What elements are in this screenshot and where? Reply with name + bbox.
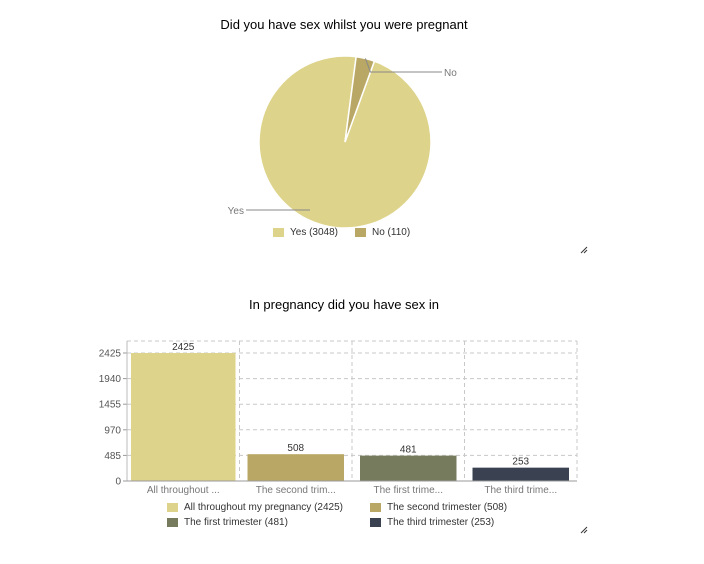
pie-legend-yes[interactable]: Yes (3048) — [273, 227, 338, 238]
bar-category-label: The second trim... — [256, 485, 336, 496]
bar-ytick-label: 970 — [104, 425, 121, 436]
pie-legend-no-label: No (110) — [372, 227, 411, 238]
bar-legend-third-swatch — [370, 518, 381, 527]
pie-slice-label-yes: Yes — [228, 206, 244, 217]
pie-callout-no — [364, 58, 442, 73]
pie-resize-handle-icon[interactable] — [580, 241, 588, 254]
bar-legend-second-label: The second trimester (508) — [387, 502, 508, 513]
bar-ytick-label: 1940 — [99, 374, 122, 385]
bar-legend-third-label: The third trimester (253) — [387, 517, 495, 528]
bar-resize-handle-icon[interactable] — [580, 521, 588, 534]
bar-legend-first-label: The first trimester (481) — [184, 517, 288, 528]
pie-legend-yes-label: Yes (3048) — [290, 227, 338, 238]
bar-legend-first[interactable]: The first trimester (481) — [167, 517, 288, 528]
bar-ytick-label: 485 — [104, 451, 121, 462]
pie-legend-no-swatch — [355, 228, 366, 237]
bar-ytick-label: 1455 — [99, 400, 122, 411]
bar-category-label: The first trime... — [374, 485, 443, 496]
bar-3 — [360, 455, 457, 481]
bar-legend-all-label: All throughout my pregnancy (2425) — [184, 502, 343, 513]
bar-legend-third[interactable]: The third trimester (253) — [370, 517, 494, 528]
bar-4 — [472, 467, 569, 481]
bar-category-label: All throughout ... — [147, 485, 220, 496]
bar-legend-all-swatch — [167, 503, 178, 512]
bar-ytick-label: 2425 — [99, 349, 122, 360]
bar-value-label: 253 — [512, 457, 529, 468]
bar-legend-first-swatch — [167, 518, 178, 527]
pie-legend-yes-swatch — [273, 228, 284, 237]
bar-legend-second-swatch — [370, 503, 381, 512]
pie-slice-label-no: No — [444, 68, 457, 79]
bar-2 — [247, 454, 344, 481]
pie-legend-no[interactable]: No (110) — [355, 227, 410, 238]
bar-category-label: The third trime... — [484, 485, 557, 496]
bar-1 — [131, 353, 236, 481]
bar-legend-second[interactable]: The second trimester (508) — [370, 502, 507, 513]
bar-legend-all[interactable]: All throughout my pregnancy (2425) — [167, 502, 343, 513]
bar-value-label: 481 — [400, 445, 417, 456]
pie-chart-title: Did you have sex whilst you were pregnan… — [220, 17, 468, 32]
bar-value-label: 508 — [287, 443, 304, 454]
bar-ytick-label: 0 — [115, 477, 121, 488]
bar-value-label: 2425 — [172, 342, 195, 353]
bar-chart-title: In pregnancy did you have sex in — [248, 297, 440, 312]
